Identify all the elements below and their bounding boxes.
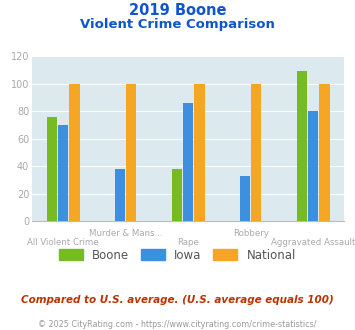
Bar [172,169,182,221]
Text: All Violent Crime: All Violent Crime [27,238,99,247]
Bar [251,83,261,221]
Bar [69,83,80,221]
Bar [308,111,318,221]
Text: Aggravated Assault: Aggravated Assault [271,238,355,247]
Text: Violent Crime Comparison: Violent Crime Comparison [80,18,275,31]
Bar [115,169,125,221]
Text: 2019 Boone: 2019 Boone [129,3,226,18]
Bar [58,125,69,221]
Text: Rape: Rape [177,238,199,247]
Bar [297,71,307,221]
Text: Robbery: Robbery [233,229,269,238]
Bar [194,83,204,221]
Bar [183,103,193,221]
Text: Murder & Mans...: Murder & Mans... [89,229,163,238]
Legend: Boone, Iowa, National: Boone, Iowa, National [54,244,301,266]
Text: Compared to U.S. average. (U.S. average equals 100): Compared to U.S. average. (U.S. average … [21,295,334,305]
Text: © 2025 CityRating.com - https://www.cityrating.com/crime-statistics/: © 2025 CityRating.com - https://www.city… [38,320,317,329]
Bar [240,176,250,221]
Bar [126,83,136,221]
Bar [319,83,329,221]
Bar [47,116,57,221]
